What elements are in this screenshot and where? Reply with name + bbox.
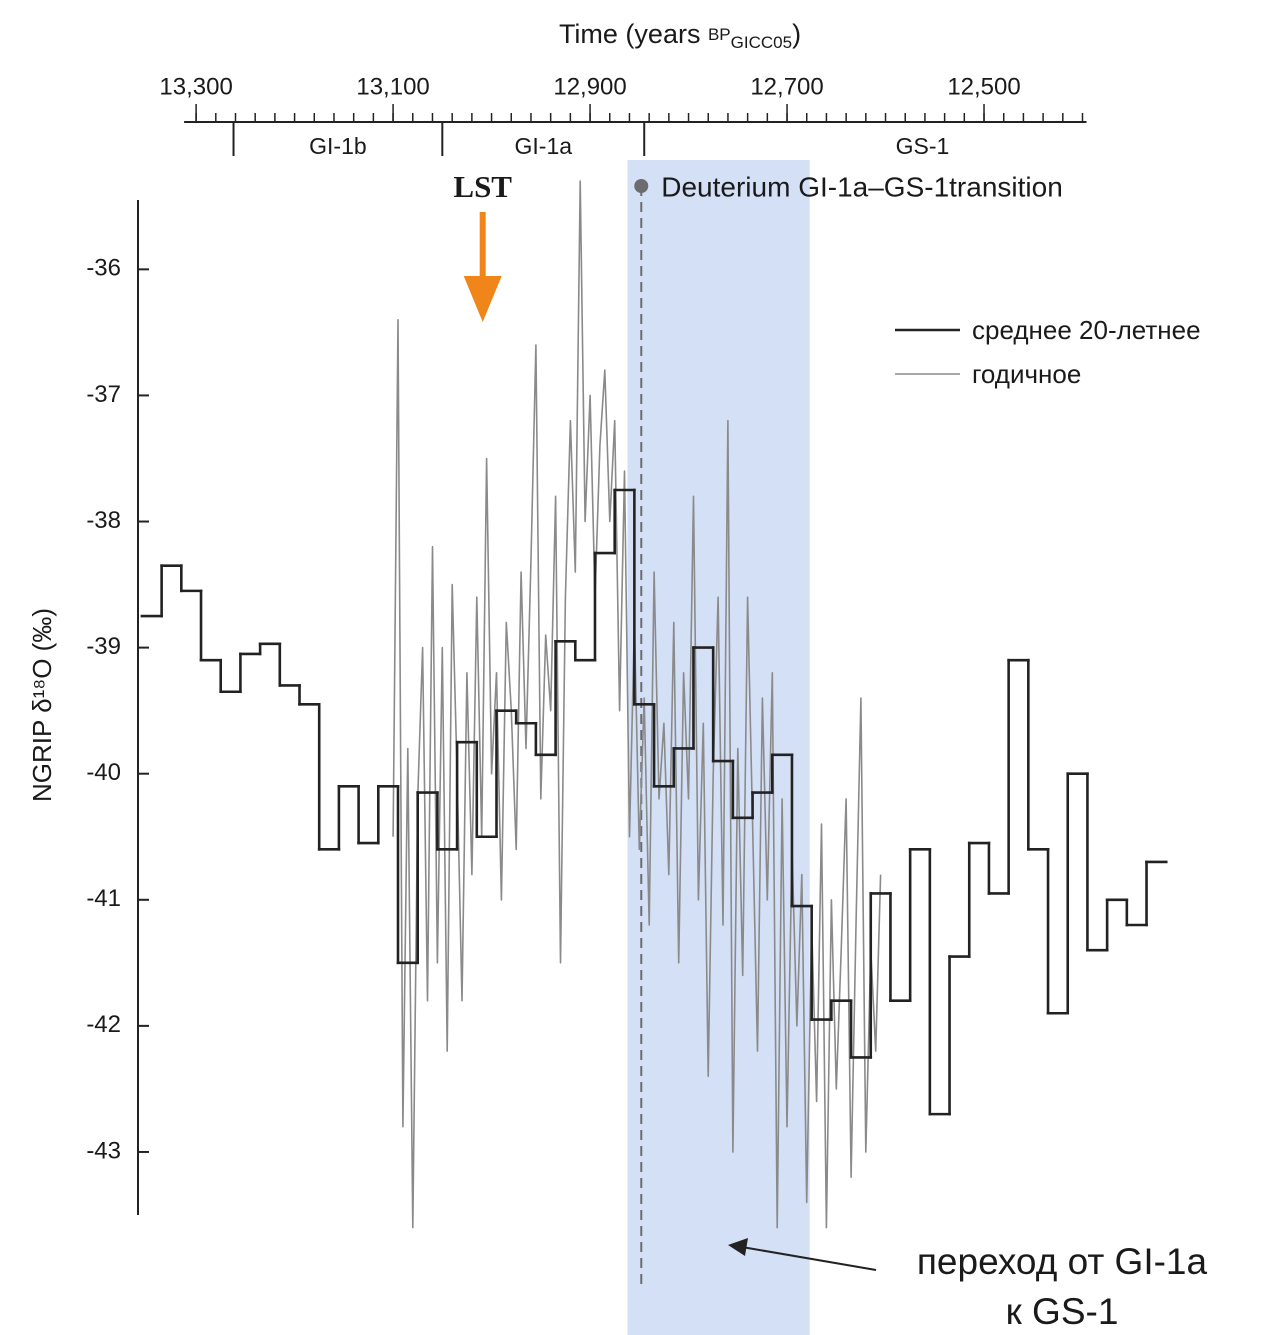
note-text: к GS-1 [1006, 1291, 1119, 1332]
x-title-part: ) [792, 19, 801, 49]
x-title-part: Time (years [559, 19, 708, 49]
note-text: переход от GI-1a [917, 1241, 1208, 1282]
period-label: GI-1b [309, 133, 367, 159]
y-tick-label: -39 [86, 633, 121, 660]
x-title-part: GICC05 [731, 33, 792, 52]
x-tick-label: 13,100 [356, 73, 429, 100]
note-arrow-head [728, 1238, 748, 1256]
y-tick-label: -40 [86, 759, 121, 786]
note-arrow [741, 1246, 877, 1271]
x-tick-label: 12,700 [750, 73, 823, 100]
x-tick-label: 12,500 [947, 73, 1020, 100]
period-label: GI-1a [515, 133, 573, 159]
x-title-part: BP [708, 25, 731, 44]
y-tick-label: -41 [86, 885, 121, 912]
y-tick-label: -36 [86, 255, 121, 282]
period-label: GS-1 [896, 133, 950, 159]
transition-dot [634, 179, 649, 193]
transition-label: Deuterium GI-1a–GS-1transition [661, 171, 1063, 202]
annual-line [392, 180, 882, 1229]
lst-label: LST [453, 169, 512, 204]
legend-label: годичное [972, 359, 1081, 389]
y-axis-title: NGRIP δ¹⁸O (‰) [27, 608, 57, 802]
y-tick-label: -38 [86, 507, 121, 534]
legend-label: среднее 20-летнее [972, 315, 1201, 345]
y-tick-label: -37 [86, 381, 121, 408]
x-tick-label: 13,300 [159, 73, 232, 100]
lst-arrow-head [463, 276, 502, 322]
x-axis-title: Time (years BPGICC05) [559, 19, 801, 52]
y-tick-label: -42 [86, 1011, 121, 1038]
y-tick-label: -43 [86, 1137, 121, 1164]
x-tick-label: 12,900 [553, 73, 626, 100]
